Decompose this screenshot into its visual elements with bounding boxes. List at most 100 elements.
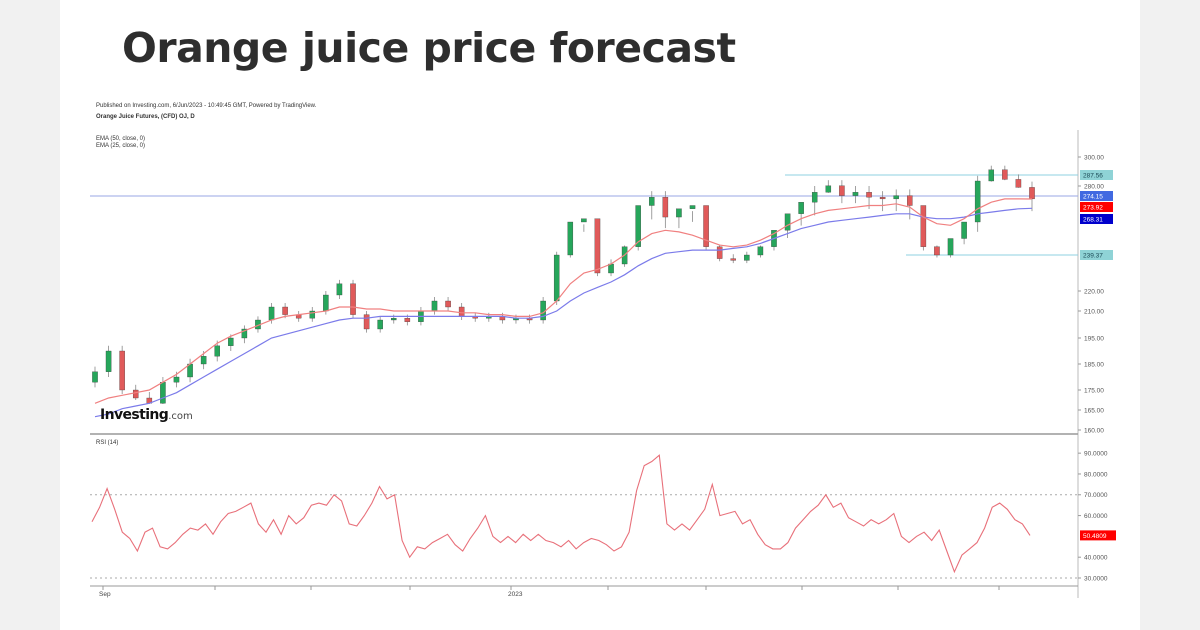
candle-up: [676, 208, 682, 218]
rsi-value-badge: [1080, 530, 1116, 541]
price-badge: [1080, 170, 1113, 180]
candle-down: [907, 195, 913, 206]
candle-up: [988, 169, 995, 182]
price-badge: [1080, 214, 1113, 224]
candle-up: [852, 192, 859, 196]
rsi-tick-label: 60.0000: [1084, 513, 1108, 520]
price-badge: [1080, 191, 1113, 201]
candle-down: [879, 197, 886, 200]
y-tick-label: 165.00: [1084, 407, 1104, 414]
ema50-line: [94, 207, 1033, 418]
candle-up: [581, 218, 587, 223]
candle-up: [173, 376, 180, 383]
indicator-ema25-label: EMA (25, close, 0): [96, 143, 146, 149]
y-tick-label: 195.00: [1084, 335, 1104, 342]
candle-down: [445, 300, 451, 308]
rsi-panel-title: RSI (14): [96, 440, 119, 446]
candle-up: [268, 306, 275, 321]
y-tick-label: 160.00: [1084, 427, 1104, 434]
candle-up: [961, 221, 967, 239]
rsi-value-text: 50.4809: [1083, 533, 1107, 540]
candlesticks: [92, 165, 1035, 404]
candle-up: [391, 318, 397, 321]
candle-down: [866, 192, 872, 198]
rsi-tick-label: 70.0000: [1084, 492, 1108, 499]
price-badge-text: 273.92: [1083, 204, 1103, 211]
candle-up: [635, 205, 641, 247]
candle-up: [893, 195, 899, 200]
candle-up: [811, 192, 818, 203]
price-badge: [1080, 250, 1113, 260]
candle-up: [309, 310, 316, 319]
candle-down: [458, 306, 465, 317]
candle-up: [798, 202, 804, 214]
candle-down: [1002, 169, 1008, 180]
candle-up: [200, 356, 207, 365]
symbol-title: Orange Juice Futures, (CFD) OJ, D: [96, 114, 195, 120]
candle-down: [703, 205, 709, 247]
candle-up: [974, 180, 981, 223]
candle-up: [92, 371, 98, 383]
price-badge-text: 274.15: [1083, 193, 1103, 200]
candle-up: [689, 205, 696, 209]
y-tick-label: 220.00: [1084, 288, 1104, 295]
candle-up: [947, 238, 954, 256]
logo-suffix: .com: [168, 411, 193, 422]
investing-logo: Investing.com: [100, 407, 193, 423]
candle-down: [716, 246, 723, 259]
y-tick-label: 280.00: [1084, 183, 1104, 190]
price-badge-text: 268.31: [1083, 216, 1103, 223]
page-title: Orange juice price forecast: [122, 24, 736, 72]
candle-down: [1029, 187, 1035, 200]
candle-down: [1015, 179, 1022, 188]
candle-down: [119, 350, 125, 391]
candle-up: [567, 221, 574, 256]
candle-down: [730, 258, 736, 261]
price-badge: [1080, 202, 1113, 212]
candle-down: [920, 205, 927, 247]
rsi-tick-label: 40.0000: [1084, 554, 1108, 561]
price-badge-text: 287.56: [1083, 172, 1103, 179]
candle-down: [662, 197, 669, 218]
candle-down: [594, 218, 601, 274]
rsi-tick-label: 90.0000: [1084, 450, 1108, 457]
candle-up: [784, 213, 791, 231]
candle-down: [282, 306, 288, 315]
price-badge-text: 239.37: [1083, 252, 1103, 259]
y-tick-label: 210.00: [1084, 308, 1104, 315]
candle-up: [431, 300, 438, 312]
candle-down: [350, 283, 356, 315]
rsi-tick-label: 30.0000: [1084, 575, 1108, 582]
x-axis-label-sep: Sep: [99, 591, 111, 598]
candle-up: [241, 328, 248, 339]
candle-up: [744, 254, 750, 261]
article-card: [60, 0, 1140, 630]
candle-up: [757, 246, 764, 256]
candle-up: [214, 345, 220, 357]
candle-down: [363, 314, 370, 330]
x-axis-label-2023: 2023: [508, 591, 523, 598]
candle-up: [553, 254, 560, 302]
candle-up: [377, 319, 383, 330]
candle-up: [649, 197, 655, 206]
logo-brand: Investing: [100, 407, 169, 423]
candle-down: [404, 318, 411, 322]
rsi-tick-label: 80.0000: [1084, 471, 1108, 478]
candle-up: [160, 382, 166, 404]
candle-up: [336, 283, 343, 296]
ema25-line: [94, 198, 1033, 404]
indicator-ema50-label: EMA (50, close, 0): [96, 136, 146, 142]
candle-up: [323, 294, 329, 312]
candle-down: [934, 246, 940, 256]
candle-up: [105, 350, 112, 372]
candle-down: [839, 185, 845, 196]
candle-down: [132, 389, 139, 399]
y-tick-label: 175.00: [1084, 387, 1104, 394]
y-tick-label: 185.00: [1084, 361, 1104, 368]
published-note: Published on Investing.com, 6/Jun/2023 -…: [96, 103, 317, 109]
rsi-line: [91, 454, 1031, 574]
candle-up: [825, 185, 832, 193]
y-tick-label: 300.00: [1084, 154, 1104, 161]
candle-up: [228, 337, 234, 346]
